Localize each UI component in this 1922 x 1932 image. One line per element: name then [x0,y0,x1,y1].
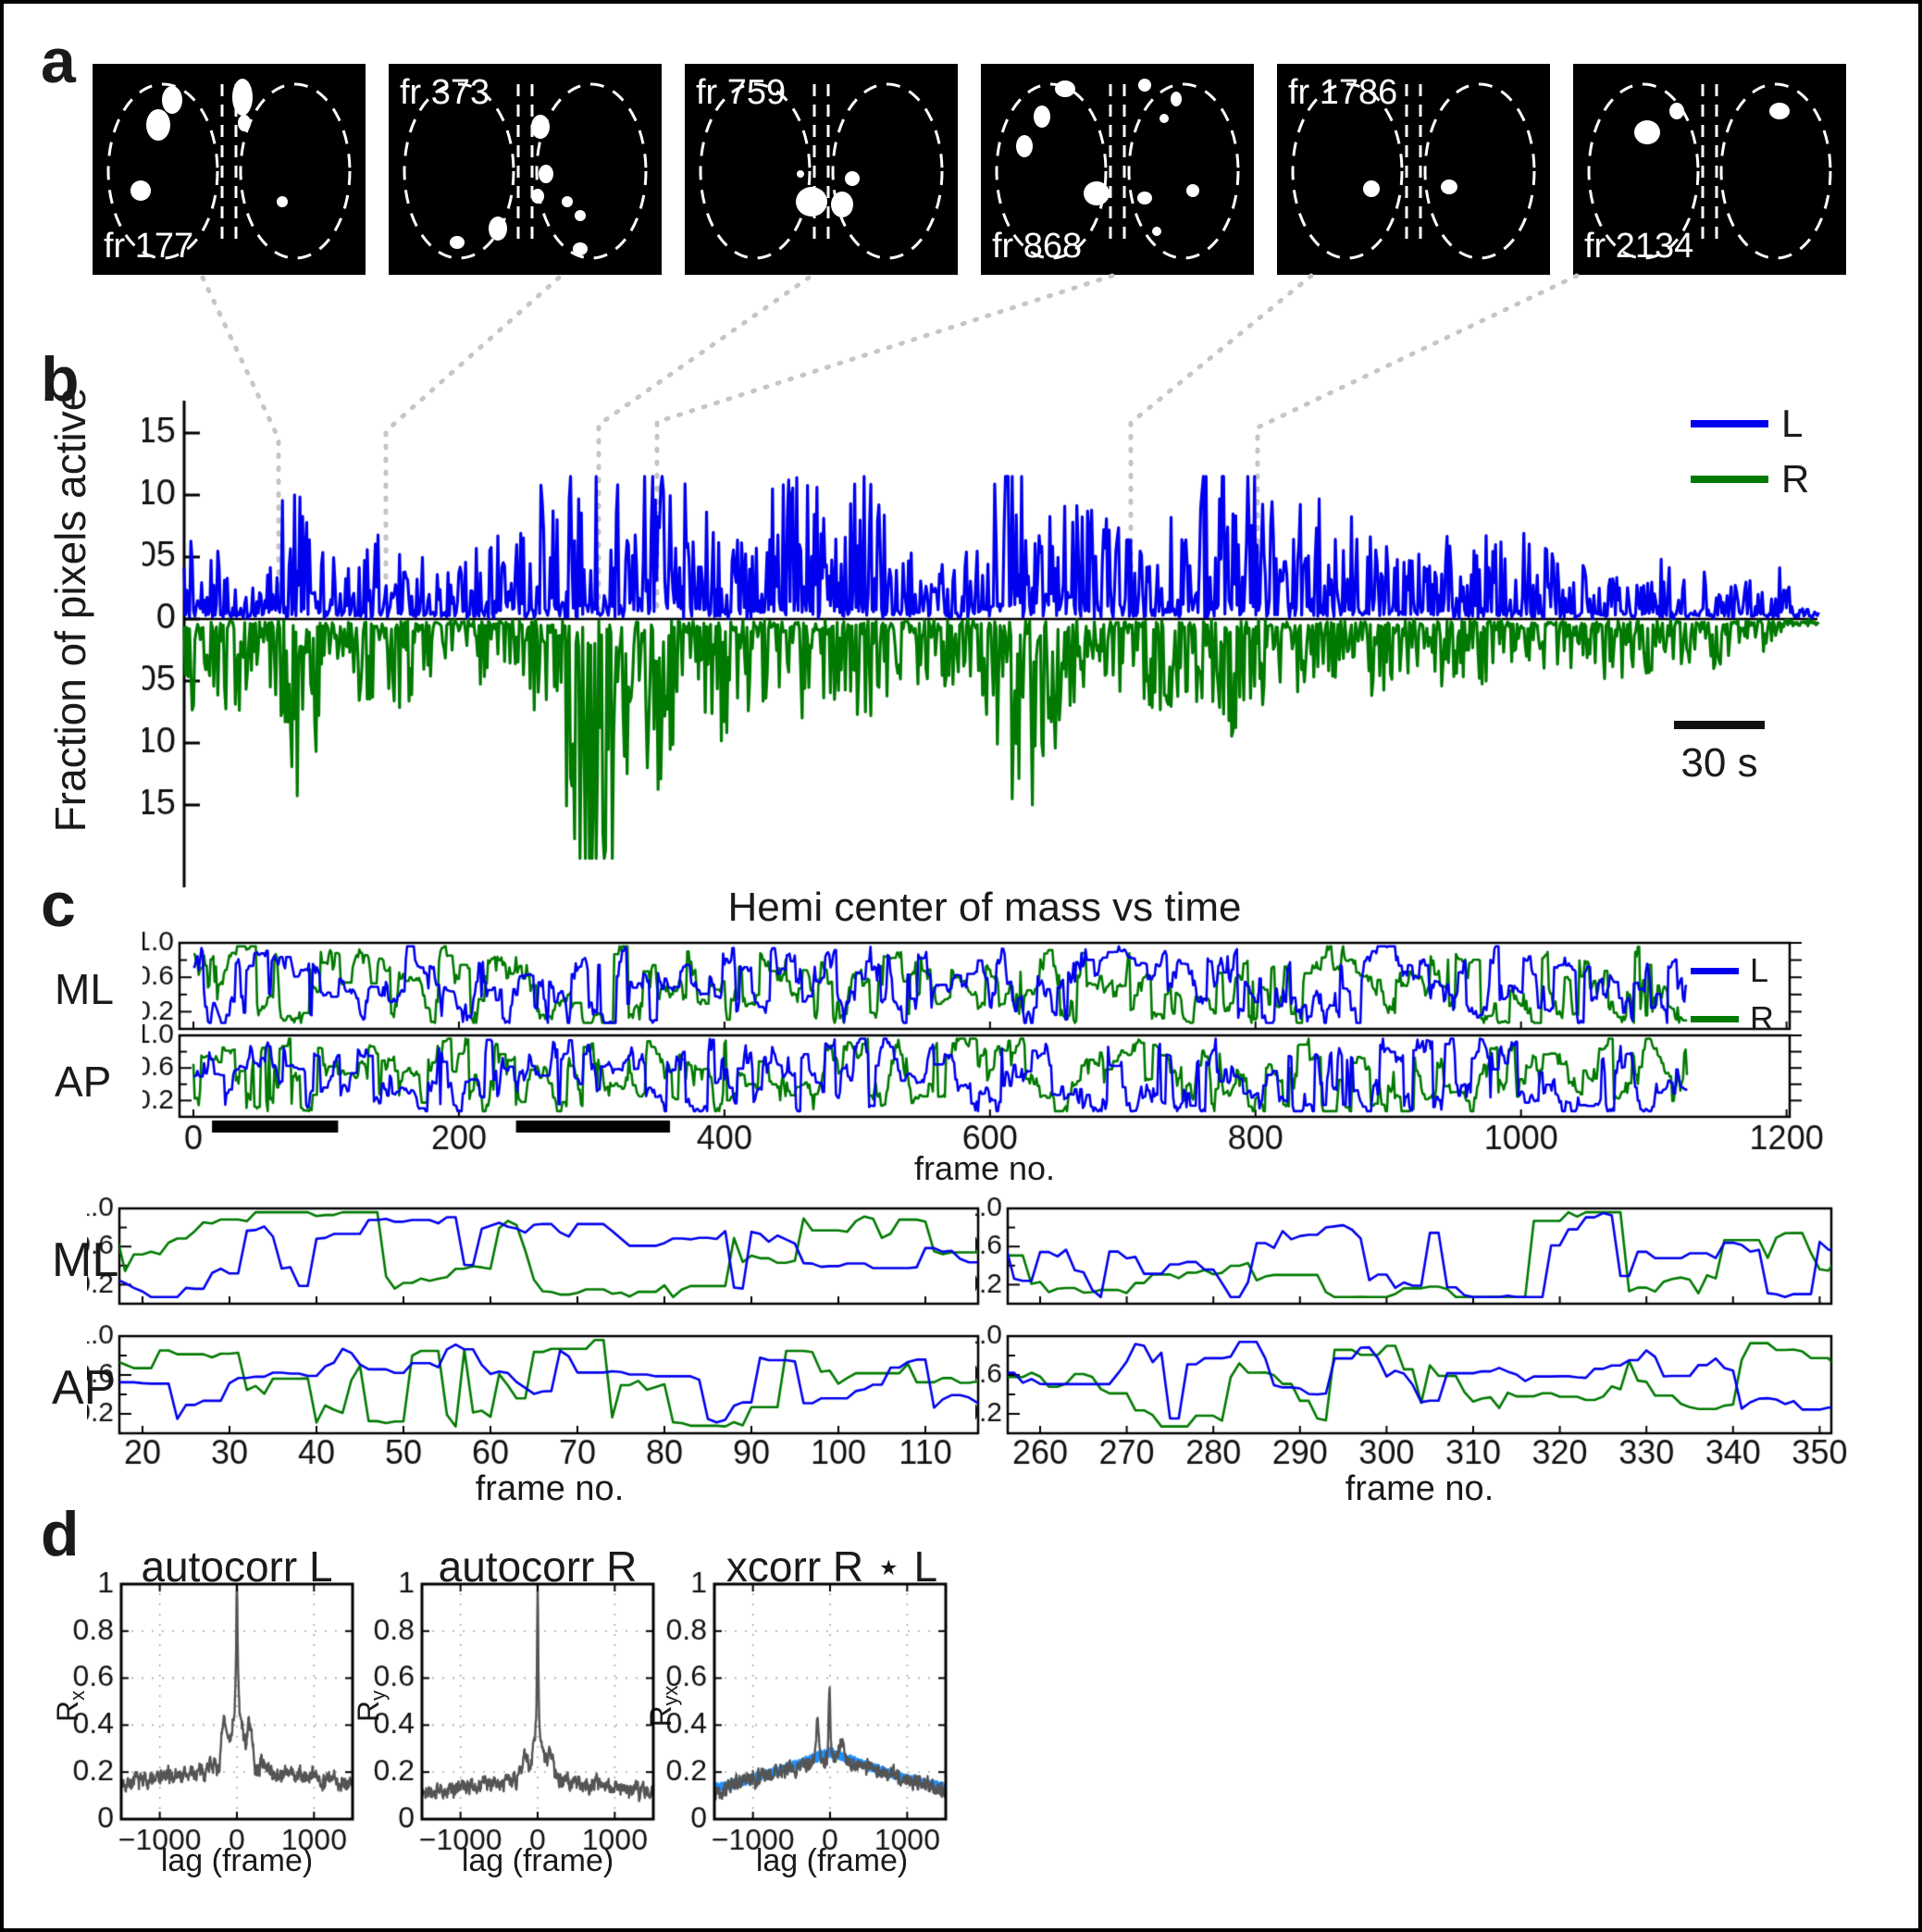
brain-frames-row: fr 177 fr 373 fr 759 fr 868 fr 1786 fr 2… [93,64,1846,275]
frame-number-label: fr 1786 [1288,73,1398,112]
c-row-label-ap: AP [55,1058,112,1106]
hemisphere-outline-svg [1587,82,1832,260]
panel-d-plots [59,1540,1003,1873]
brain-frame-1: fr 177 [93,64,366,275]
hemisphere-outline-svg [995,79,1240,260]
legend-line-R [1691,1015,1739,1022]
legend-label-R: R [1750,999,1774,1037]
hemisphere-outline-svg [1291,82,1536,260]
c-top-x-axis-title: frame no. [913,1149,1056,1187]
frame-number-label: fr 868 [992,227,1083,266]
panel-b-letter: b [41,344,80,415]
legend-label-L: L [1750,951,1769,989]
panel-c-zoom-left-plot [87,1197,1003,1503]
panel-c-letter: c [41,870,76,940]
hemisphere-outline-svg [403,82,648,260]
legend-line-L [1691,420,1768,427]
panel-b-legend: L R [1691,402,1809,502]
frame-number-label: fr 759 [696,73,787,112]
frame-number-label: fr 177 [104,227,194,266]
brain-frame-5: fr 1786 [1277,64,1550,275]
hemisphere-outline-svg [106,79,352,260]
b-y-axis-title: Fraction of pixels active [46,387,94,833]
panel-c-legend: L R [1691,951,1774,1038]
frame-number-label: fr 373 [400,73,490,112]
time-scale-label: 30 s [1680,740,1758,786]
brain-frame-6: fr 2134 [1573,64,1846,275]
legend-line-L [1691,967,1739,974]
legend-label-R: R [1781,457,1810,501]
legend-row-L: L [1691,951,1774,990]
brain-frame-3: fr 759 [685,64,958,275]
panel-a-letter: a [41,26,76,96]
panel-b-plot [143,388,1845,924]
time-scale-bar [1674,721,1765,729]
legend-row-R: R [1691,457,1809,502]
brain-frame-4: fr 868 [981,64,1254,275]
legend-row-L: L [1691,402,1809,446]
legend-row-R: R [1691,999,1774,1038]
c-zoom-right-x-axis-title: frame no. [1345,1469,1494,1508]
legend-line-R [1691,476,1768,483]
legend-label-L: L [1781,402,1804,445]
d-x-axis-title-2: lag (frame) [461,1843,614,1878]
panel-c-zoom-right-plot [975,1197,1854,1503]
hemisphere-outline-svg [699,82,944,260]
d-x-axis-title-3: lag (frame) [755,1843,909,1878]
frame-number-label: fr 2134 [1584,227,1694,266]
panel-c-top-plot [143,929,1845,1188]
brain-frame-2: fr 373 [389,64,662,275]
c-title: Hemi center of mass vs time [727,885,1242,930]
d-x-axis-title-1: lag (frame) [160,1843,314,1878]
c-row-label-ml: ML [55,965,114,1013]
c-zoom-left-x-axis-title: frame no. [475,1469,625,1508]
